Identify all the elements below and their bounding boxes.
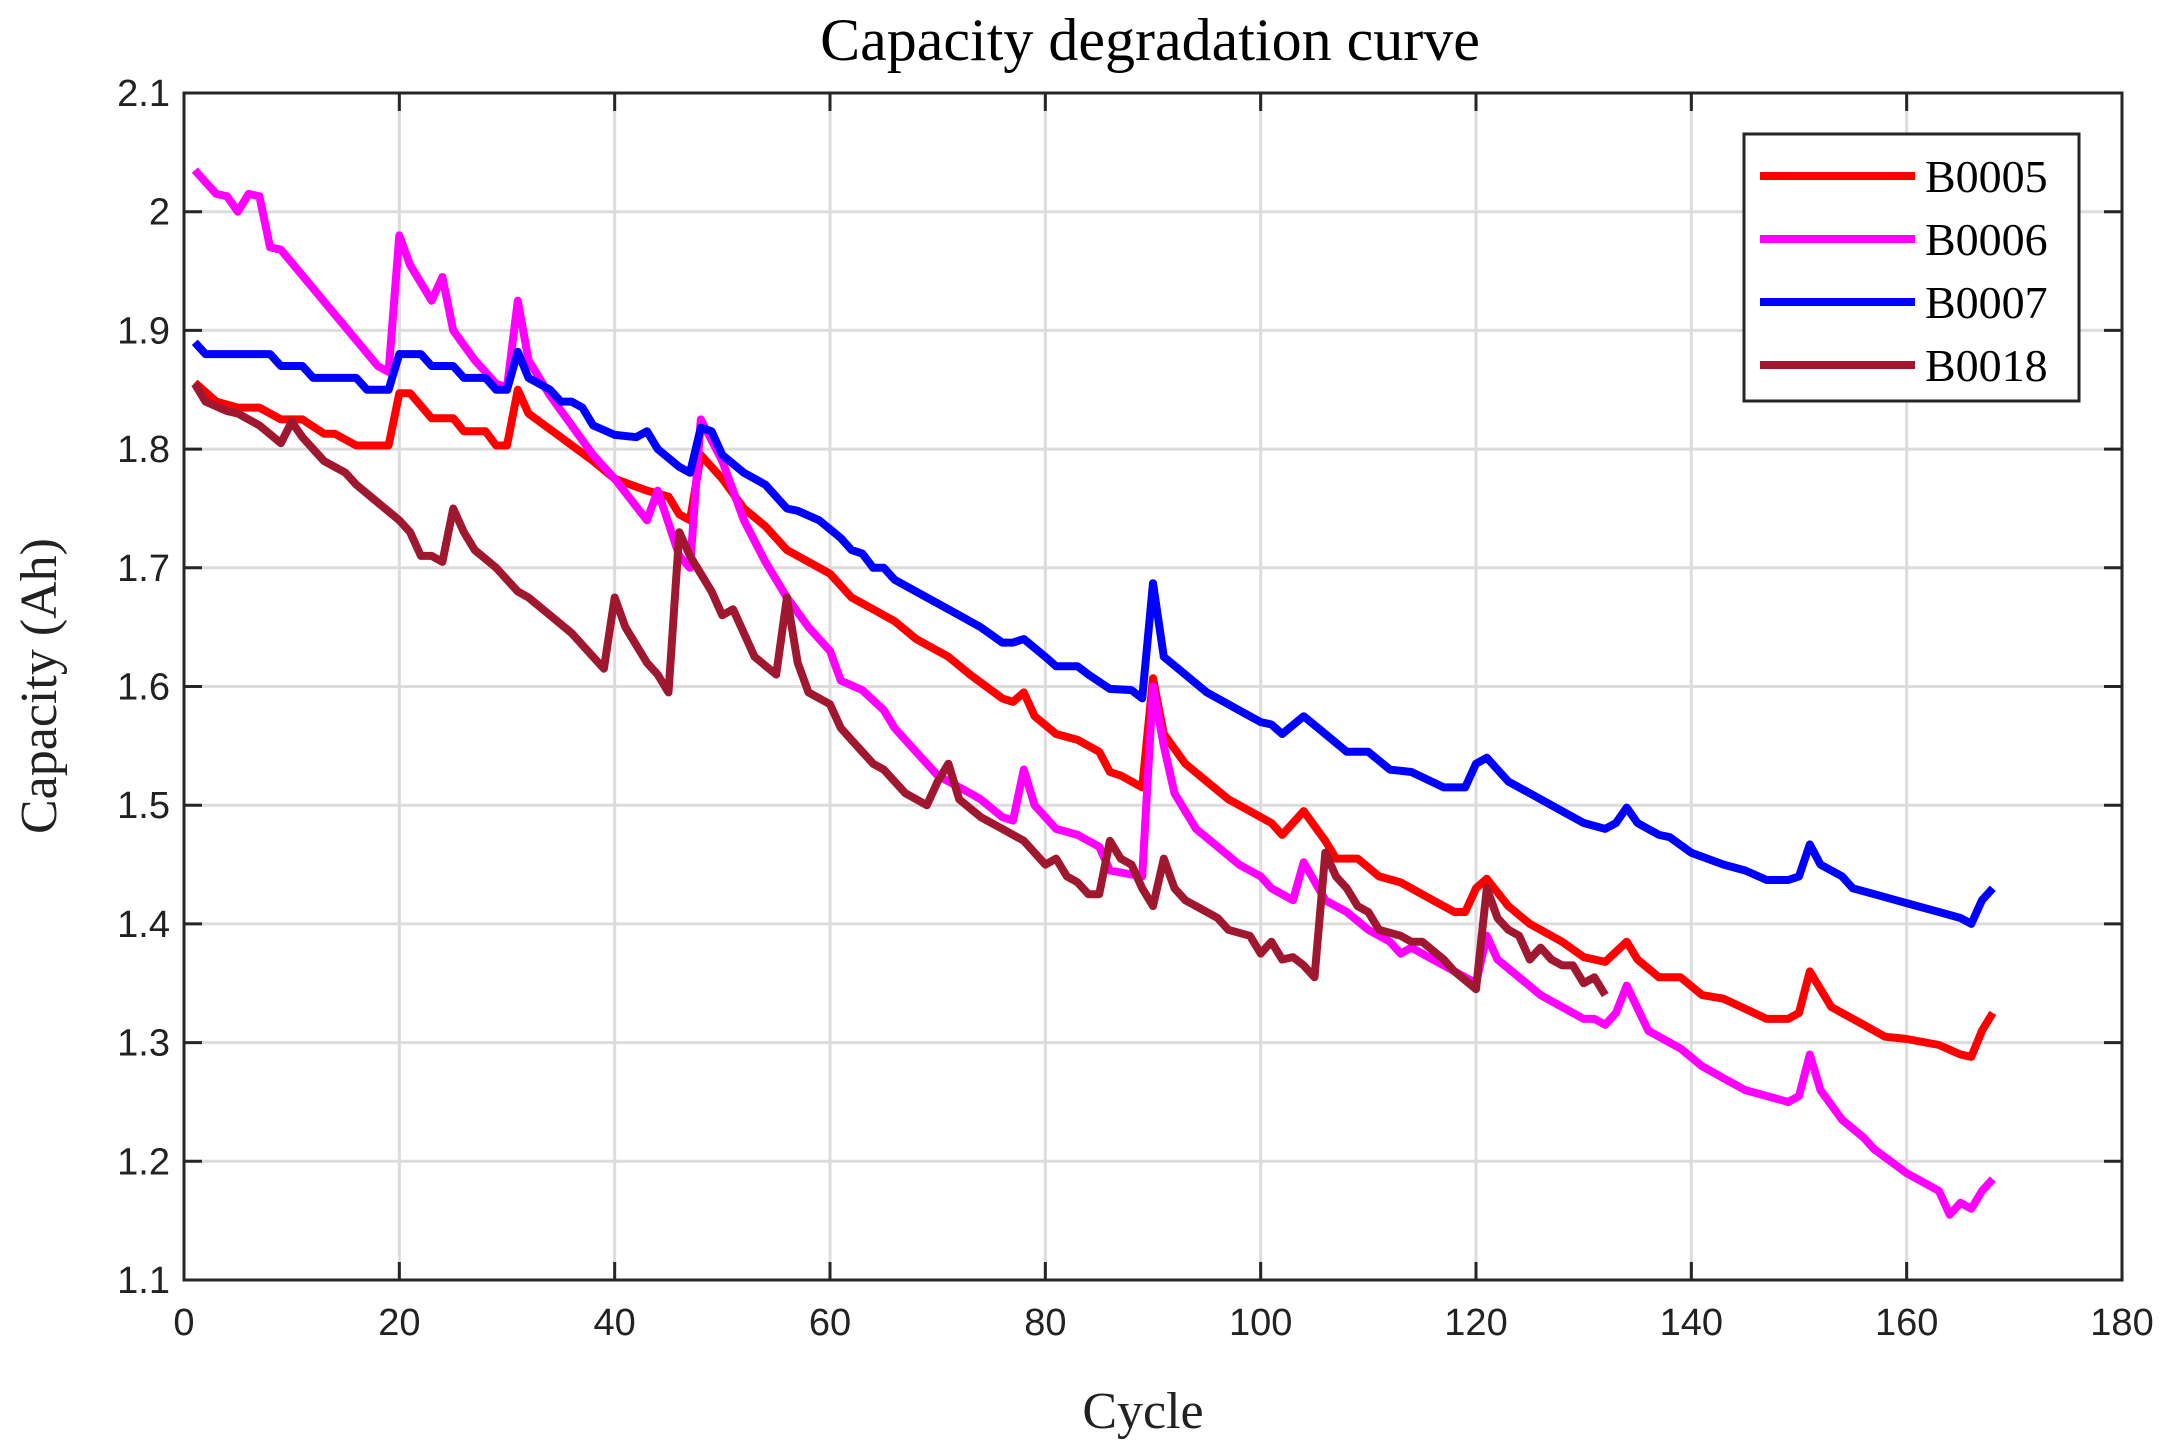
legend-label-b0007: B0007: [1925, 277, 2048, 328]
y-axis-label: Capacity (Ah): [11, 538, 68, 834]
series-line-b0018: [191, 381, 1609, 998]
x-tick-label: 0: [173, 1302, 194, 1344]
y-tick-label: 1.1: [117, 1260, 170, 1302]
legend-label-b0006: B0006: [1925, 214, 2048, 265]
y-tick-label: 1.8: [117, 429, 170, 471]
x-tick-label: 180: [2090, 1302, 2153, 1344]
series-line-b0006: [191, 167, 1996, 1219]
legend-label-b0018: B0018: [1925, 340, 2048, 391]
x-tick-label: 140: [1660, 1302, 1723, 1344]
x-tick-label: 40: [594, 1302, 636, 1344]
y-tick-label: 1.6: [117, 667, 170, 709]
x-tick-label: 100: [1229, 1302, 1292, 1344]
x-axis-label: Cycle: [1082, 1383, 1203, 1440]
chart-title: Capacity degradation curve: [820, 7, 1480, 73]
y-tick-label: 1.2: [117, 1141, 170, 1183]
y-tick-label: 2: [149, 192, 170, 234]
y-tick-label: 1.3: [117, 1023, 170, 1065]
y-tick-label: 1.5: [117, 785, 170, 827]
y-tick-label: 1.7: [117, 548, 170, 590]
y-tick-label: 1.4: [117, 904, 170, 946]
legend-label-b0005: B0005: [1925, 151, 2048, 202]
series-line-b0007: [191, 339, 1996, 928]
x-tick-label: 120: [1444, 1302, 1507, 1344]
series-lines: [191, 167, 1997, 1219]
x-tick-label: 80: [1024, 1302, 1066, 1344]
legend: B0005 B0006 B0007 B0018: [1742, 132, 2081, 403]
y-tick-label: 1.9: [117, 310, 170, 352]
y-tick-label: 2.1: [117, 73, 170, 115]
x-tick-label: 60: [809, 1302, 851, 1344]
x-tick-label: 20: [378, 1302, 420, 1344]
x-tick-label: 160: [1875, 1302, 1938, 1344]
series-line-b0005: [192, 379, 1997, 1061]
axis-ticks: 0 20 40 60 80 100 120 140 160 180 1.1 1.2 1.3 1.4 1.5 1…: [117, 73, 2154, 1344]
